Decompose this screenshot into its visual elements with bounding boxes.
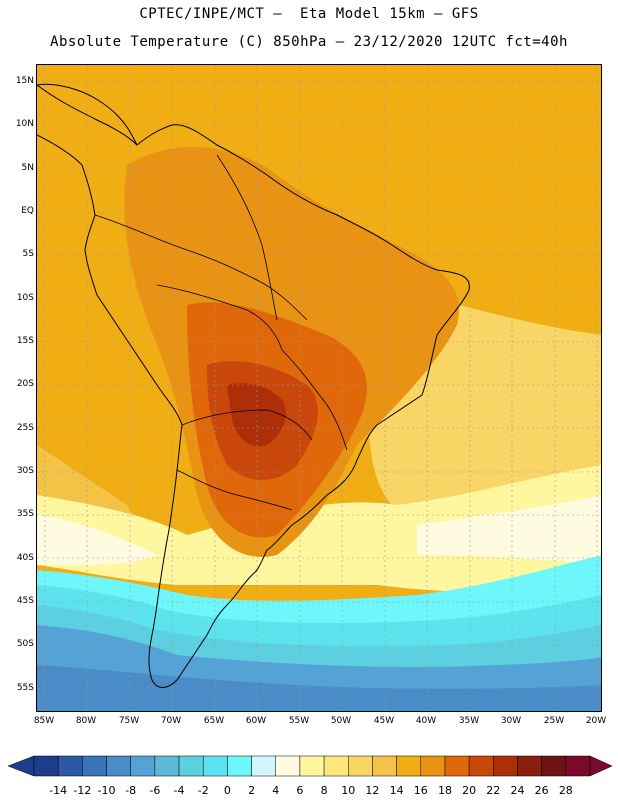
colorbar-tick-label: 12 — [365, 784, 380, 797]
colorbar-tick-label: 16 — [413, 784, 428, 797]
colorbar-tick-label: -8 — [125, 784, 137, 797]
lat-label: 20S — [16, 379, 34, 389]
colorbar-swatch — [154, 755, 180, 777]
colorbar-tick-label: 2 — [248, 784, 256, 797]
colorbar-tick-label: 22 — [486, 784, 501, 797]
border-3 — [181, 409, 313, 441]
colorbar — [7, 755, 613, 777]
colorbar-swatch — [517, 755, 542, 777]
colorbar-swatch — [251, 755, 276, 777]
colorbar-swatch — [493, 755, 518, 777]
colorbar-swatch — [106, 755, 131, 777]
cream-patch-west — [37, 515, 157, 565]
lon-label: 65W — [203, 716, 225, 726]
colorbar-tick-label: 0 — [223, 784, 231, 797]
colorbar-tick-label: 20 — [462, 784, 477, 797]
graticule — [37, 65, 601, 711]
colorbar-swatch — [275, 755, 301, 777]
lon-label: 75W — [118, 716, 140, 726]
colorbar-tick-label: 24 — [510, 784, 525, 797]
lat-label: 55S — [16, 683, 34, 693]
temperature-map — [36, 64, 602, 712]
map-title: CPTEC/INPE/MCT – Eta Model 15km – GFS — [139, 6, 479, 22]
colorbar-swatch — [372, 755, 397, 777]
colorbar-swatch — [130, 755, 156, 777]
cream-band — [37, 465, 601, 593]
colorbar-tick-label: 8 — [320, 784, 328, 797]
colorbar-tick-label: -2 — [197, 784, 209, 797]
colorbar-swatch — [420, 755, 446, 777]
border-1 — [94, 214, 308, 321]
lon-label: 70W — [160, 716, 182, 726]
colorbar-arrow-left — [7, 755, 35, 777]
colorbar-arrow-right — [589, 755, 613, 777]
lon-label: 50W — [330, 716, 352, 726]
colorbar-swatch — [178, 755, 204, 777]
lat-label: 45S — [16, 596, 34, 606]
lat-label: 40S — [16, 553, 34, 563]
colorbar-swatch — [299, 755, 325, 777]
colorbar-tick-label: 14 — [389, 784, 404, 797]
colorbar-swatch — [227, 755, 252, 777]
colorbar-tick-label: -6 — [149, 784, 161, 797]
lon-label: 20W — [585, 716, 607, 726]
border-5 — [281, 349, 348, 451]
colorbar-swatch — [33, 755, 59, 777]
colorbar-swatch — [82, 755, 107, 777]
colorbar-swatch — [202, 755, 228, 777]
colorbar-swatch — [468, 755, 494, 777]
colorbar-tick-label: 4 — [272, 784, 280, 797]
colorbar-tick-label: 28 — [558, 784, 573, 797]
lon-label: 45W — [373, 716, 395, 726]
colorbar-swatch — [541, 755, 567, 777]
colorbar-tick-label: -10 — [97, 784, 116, 797]
lon-label: 40W — [415, 716, 437, 726]
lat-label: 10S — [16, 293, 34, 303]
lat-label: 5N — [21, 163, 34, 173]
lon-label: 60W — [245, 716, 267, 726]
border-4 — [216, 154, 278, 321]
lon-label: 35W — [458, 716, 480, 726]
lon-label: 85W — [33, 716, 55, 726]
colorbar-tick-label: -14 — [49, 784, 68, 797]
lat-label: 5S — [22, 249, 34, 259]
colorbar-tick-label: 26 — [534, 784, 549, 797]
colorbar-tick-label: -4 — [173, 784, 185, 797]
colorbar-swatch — [565, 755, 591, 777]
lat-label: 30S — [16, 466, 34, 476]
lat-label: EQ — [21, 206, 34, 216]
cream-patch-east — [417, 495, 601, 565]
colorbar-swatch — [396, 755, 422, 777]
lat-label: 10N — [15, 119, 34, 129]
border-6 — [176, 469, 293, 511]
colorbar-swatch — [444, 755, 470, 777]
lat-label: 35S — [16, 509, 34, 519]
colorbar-tick-label: 18 — [437, 784, 452, 797]
continent-hottest — [227, 383, 287, 447]
colorbar-swatch — [57, 755, 83, 777]
lon-label: 30W — [500, 716, 522, 726]
lat-label: 50S — [16, 639, 34, 649]
lat-label: 15S — [16, 336, 34, 346]
lon-label: 80W — [75, 716, 97, 726]
lon-label: 55W — [288, 716, 310, 726]
lon-label: 25W — [543, 716, 565, 726]
lat-label: 25S — [16, 423, 34, 433]
colorbar-tick-label: 6 — [296, 784, 304, 797]
colorbar-swatch — [323, 755, 349, 777]
map-subtitle: Absolute Temperature (C) 850hPa – 23/12/… — [50, 34, 568, 50]
colorbar-tick-label: -12 — [73, 784, 92, 797]
colorbar-swatch — [348, 755, 373, 777]
lat-label: 15N — [15, 76, 34, 86]
border-2 — [156, 284, 283, 351]
coastline — [37, 84, 470, 688]
map-canvas — [37, 65, 601, 711]
central-america-coast — [37, 83, 138, 146]
colorbar-tick-label: 10 — [341, 784, 356, 797]
